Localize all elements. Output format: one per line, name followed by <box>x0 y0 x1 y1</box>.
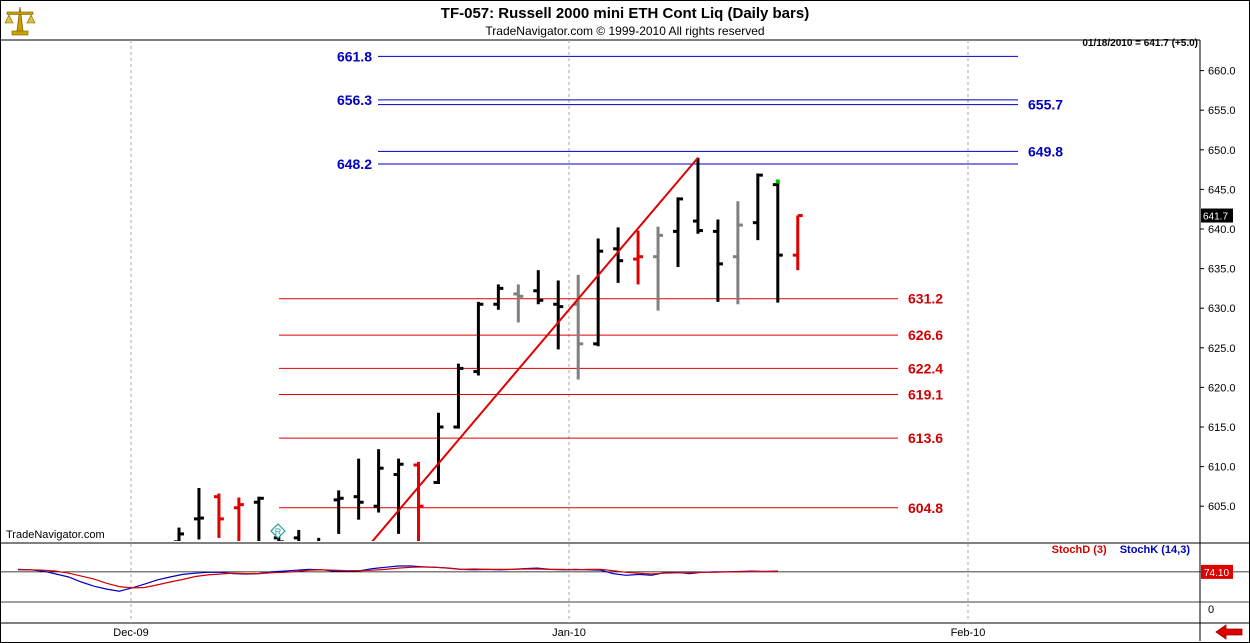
resistance-label: 648.2 <box>337 156 372 172</box>
y-tick-label: 615.0 <box>1208 422 1236 434</box>
y-tick-label: 630.0 <box>1208 303 1236 315</box>
price-readout: 01/18/2010 = 641.7 (+5.0) <box>1082 38 1198 49</box>
price-bar <box>493 284 504 310</box>
scale-logo-icon <box>4 6 36 36</box>
y-tick-label: 635.0 <box>1208 264 1236 276</box>
axes: 605.0 610.0 615.0 620.0 625.0 630.0 635.0 640.0… <box>1200 66 1236 513</box>
resistance-label: 661.8 <box>337 48 372 64</box>
price-bar <box>413 461 424 541</box>
price-bar <box>752 173 763 241</box>
price-bar <box>233 497 244 541</box>
price-levels: 661.8 656.3 655.7 649.8 648.2 631.2 626.6 622.4… <box>279 48 1063 516</box>
y-tick-label: 645.0 <box>1208 184 1236 196</box>
price-bar <box>553 280 564 350</box>
price-bar <box>174 527 184 541</box>
chart-title: TF-057: Russell 2000 mini ETH Cont Liq (… <box>440 5 810 22</box>
diamond-r-marker-icon: R <box>270 523 286 539</box>
price-bar <box>593 238 604 347</box>
marker-letter: R <box>275 527 282 537</box>
watermark: TradeNavigator.com <box>6 529 105 541</box>
price-bar <box>772 181 783 303</box>
x-tick-label: Dec-09 <box>113 627 148 639</box>
price-bar <box>213 493 224 538</box>
last-price-label: 641.7 <box>1203 212 1228 223</box>
price-bar <box>253 496 264 541</box>
support-label: 631.2 <box>908 291 943 307</box>
support-label: 604.8 <box>908 500 943 516</box>
last-price-tag <box>1201 208 1233 223</box>
x-tick-label: Feb-10 <box>951 627 986 639</box>
price-bar <box>513 284 524 323</box>
stoch-value-tag <box>1201 564 1233 579</box>
high-marker <box>775 179 780 184</box>
red-left-arrow-icon[interactable] <box>1214 624 1244 640</box>
support-label: 619.1 <box>908 387 943 403</box>
price-bar <box>353 458 364 520</box>
price-bar <box>673 197 683 268</box>
price-bar <box>473 301 484 376</box>
resistance-label: 655.7 <box>1028 97 1063 113</box>
stoch-d-legend: StochD (3) <box>1051 544 1107 556</box>
stochastic-panel: 74.10 0 <box>1 564 1250 616</box>
resistance-label: 649.8 <box>1028 143 1063 159</box>
price-bar <box>453 363 464 429</box>
trendline <box>371 157 699 541</box>
price-bar <box>732 201 743 305</box>
stoch-k-legend: StochK (14,3) <box>1119 544 1190 556</box>
price-bar <box>533 270 544 305</box>
support-label: 626.6 <box>908 327 943 343</box>
price-bar <box>193 487 204 540</box>
price-bar <box>293 529 301 541</box>
y-tick-label: 660.0 <box>1208 66 1236 78</box>
support-label: 622.4 <box>908 360 943 376</box>
y-tick-label: 625.0 <box>1208 343 1236 355</box>
resistance-label: 656.3 <box>337 92 372 108</box>
price-bar <box>333 490 344 534</box>
y-tick-label: 650.0 <box>1208 145 1236 157</box>
stochastic-legend: StochD (3) StochK (14,3) <box>1052 544 1190 556</box>
y-tick-label: 605.0 <box>1208 501 1236 513</box>
y-tick-label: 610.0 <box>1208 462 1236 474</box>
chart-subtitle: TradeNavigator.com © 1999-2010 All right… <box>485 24 765 38</box>
y-tick-label: 620.0 <box>1208 382 1236 394</box>
y-tick-label: 655.0 <box>1208 105 1236 117</box>
price-bar <box>712 219 723 302</box>
price-bar <box>633 230 644 285</box>
price-bar <box>393 458 404 534</box>
stoch-zero-label: 0 <box>1208 604 1214 616</box>
price-bar <box>373 449 384 513</box>
price-bar <box>653 226 664 311</box>
price-bar <box>692 157 703 234</box>
price-bar <box>613 227 624 283</box>
price-bar <box>792 214 803 271</box>
grid: Dec-09 Jan-10 Feb-10 <box>113 40 985 639</box>
stoch-value-label: 74.10 <box>1204 568 1229 579</box>
x-tick-label: Jan-10 <box>552 627 586 639</box>
support-label: 613.6 <box>908 430 943 446</box>
price-bar <box>433 412 444 485</box>
price-bars: R <box>174 157 803 541</box>
y-tick-label: 640.0 <box>1208 224 1236 236</box>
stoch-d-line <box>18 566 778 589</box>
trendline-segment <box>371 157 699 541</box>
stoch-k-line <box>17 565 779 592</box>
